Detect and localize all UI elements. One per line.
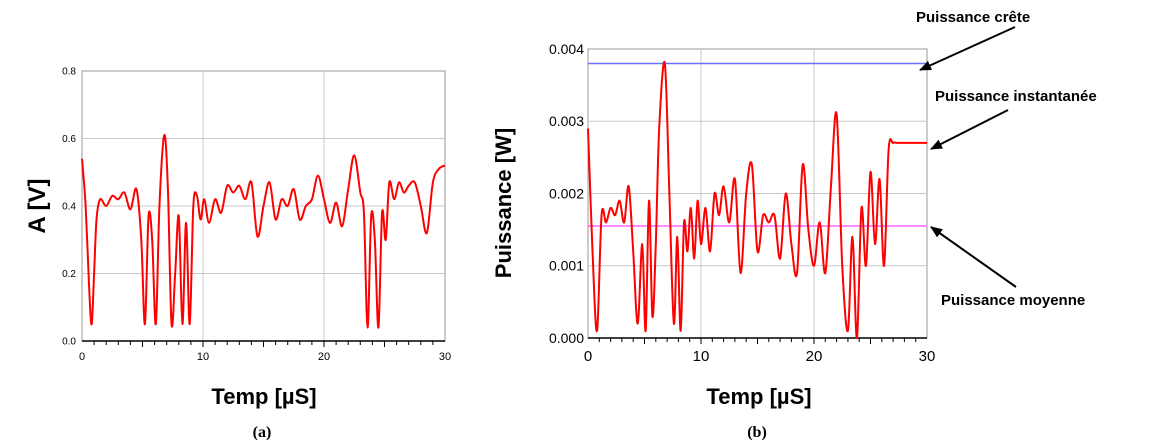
x-tick-label: 10 [197, 351, 209, 363]
y-tick-label: 0.003 [549, 113, 584, 129]
x-tick-label: 0 [584, 348, 592, 365]
chart-b: 0 10 20 30 0.000 0.001 0.002 0.003 0.004 Puissan… [491, 9, 1097, 441]
x-tick-label: 30 [439, 351, 451, 363]
ticks-a: 0 10 20 30 0.0 0.2 0.4 0.6 0.8 [62, 67, 451, 364]
y-tick-label: 0.001 [549, 258, 584, 274]
grid-b [588, 49, 927, 338]
series-line-0 [81, 134, 446, 329]
arrow-instant-power [930, 109, 1009, 150]
caption-b: (b) [747, 424, 767, 441]
x-tick-label: 0 [79, 351, 85, 363]
x-tick-label: 10 [693, 348, 710, 365]
line-a [81, 134, 446, 329]
x-tick-label: 30 [919, 348, 936, 365]
y-tick-label: 0.2 [62, 269, 76, 280]
chart-a: 0 10 20 30 0.0 0.2 0.4 0.6 0.8 A [V] Temp [µS] (… [24, 67, 451, 442]
arrow-peak-power [919, 26, 1016, 71]
annotation-average-power: Puissance moyenne [941, 292, 1085, 309]
series-line-0 [587, 60, 927, 340]
y-tick-label: 0.4 [62, 202, 76, 213]
grid-a [82, 71, 445, 341]
x-axis-label-a: Temp [µS] [211, 384, 316, 409]
x-axis-label-b: Temp [µS] [706, 384, 811, 409]
y-tick-label: 0.000 [549, 330, 584, 346]
reference-lines-b [588, 62, 927, 227]
arrow-average-power [930, 226, 1017, 288]
y-tick-label: 0.0 [62, 337, 76, 348]
y-tick-label: 0.004 [549, 41, 584, 57]
annotation-peak-power: Puissance crête [916, 9, 1030, 26]
x-tick-label: 20 [318, 351, 330, 363]
caption-a: (a) [253, 424, 272, 441]
line-b [587, 60, 927, 340]
y-axis-label-b: Puissance [W] [491, 128, 516, 278]
y-axis-label-a: A [V] [24, 178, 51, 233]
ticks-b: 0 10 20 30 0.000 0.001 0.002 0.003 0.004 [549, 41, 935, 365]
y-tick-label: 0.8 [62, 67, 76, 78]
y-tick-label: 0.6 [62, 134, 76, 145]
y-tick-label: 0.002 [549, 185, 584, 201]
x-tick-label: 20 [806, 348, 823, 365]
annotation-instant-power: Puissance instantanée [935, 88, 1097, 105]
